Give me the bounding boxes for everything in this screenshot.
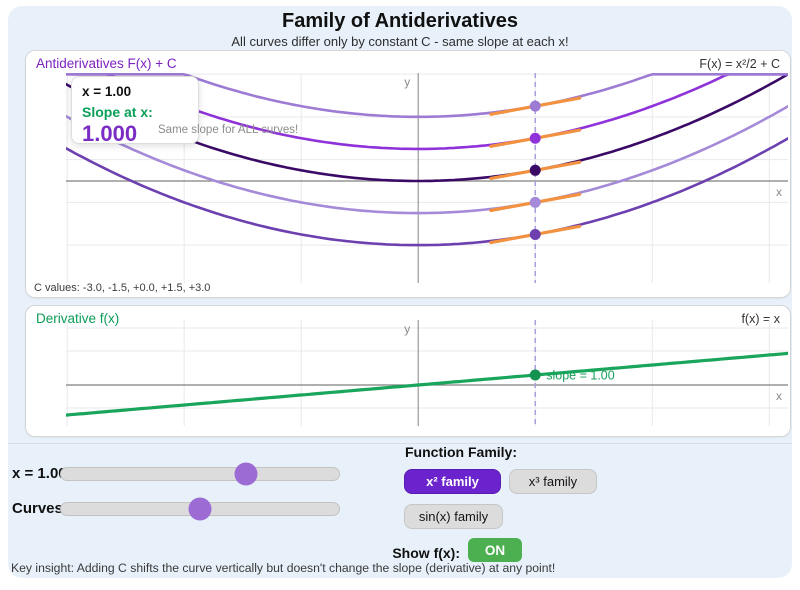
controls-divider (8, 443, 792, 444)
slope-info-box: x = 1.00 Slope at x: 1.000 Same slope fo… (71, 76, 298, 146)
curves-slider-track[interactable] (60, 497, 340, 521)
show-fx-label: Show f(x): (392, 545, 460, 561)
x-slider-thumb[interactable] (234, 462, 258, 486)
x-slider-track[interactable] (60, 462, 340, 486)
derivative-panel-title: Derivative f(x) (36, 311, 120, 326)
antiderivatives-formula-label: F(x) = x²/2 + C (699, 57, 780, 71)
antiderivatives-panel-title: Antiderivatives F(x) + C (36, 56, 177, 71)
info-x-value: x = 1.00 (82, 84, 132, 99)
derivative-panel: Derivative f(x) f(x) = x slope = 1.00 y x (25, 305, 791, 437)
page-title: Family of Antiderivatives (282, 10, 518, 32)
info-slope-value: 1.000 (82, 121, 138, 146)
svg-text:x: x (776, 389, 782, 403)
family-button-sinx[interactable]: sin(x) family (404, 504, 503, 529)
page-subtitle: All curves differ only by constant C - s… (231, 34, 569, 49)
svg-text:slope = 1.00: slope = 1.00 (546, 369, 615, 383)
family-button-x2[interactable]: x² family (404, 469, 501, 494)
curves-slider-thumb[interactable] (188, 497, 212, 521)
family-button-x3[interactable]: x³ family (509, 469, 597, 494)
svg-text:y: y (404, 75, 410, 89)
show-fx-toggle[interactable]: ON (468, 538, 522, 562)
info-slope-label: Slope at x: (82, 104, 153, 120)
function-family-label: Function Family: (405, 444, 517, 460)
derivative-plot[interactable]: slope = 1.00 y x (66, 320, 788, 426)
antiderivatives-panel: Antiderivatives F(x) + C F(x) = x²/2 + C… (25, 50, 791, 298)
x-slider-label: x = 1.00 (12, 465, 67, 482)
svg-text:y: y (404, 322, 410, 336)
derivative-formula-label: f(x) = x (741, 312, 780, 326)
c-values-label: C values: -3.0, -1.5, +0.0, +1.5, +3.0 (34, 282, 211, 294)
svg-text:x: x (776, 185, 782, 199)
app-container: Family of Antiderivatives All curves dif… (8, 6, 792, 578)
info-slope-note: Same slope for ALL curves! (158, 124, 299, 136)
key-insight-text: Key insight: Adding C shifts the curve v… (11, 561, 556, 575)
